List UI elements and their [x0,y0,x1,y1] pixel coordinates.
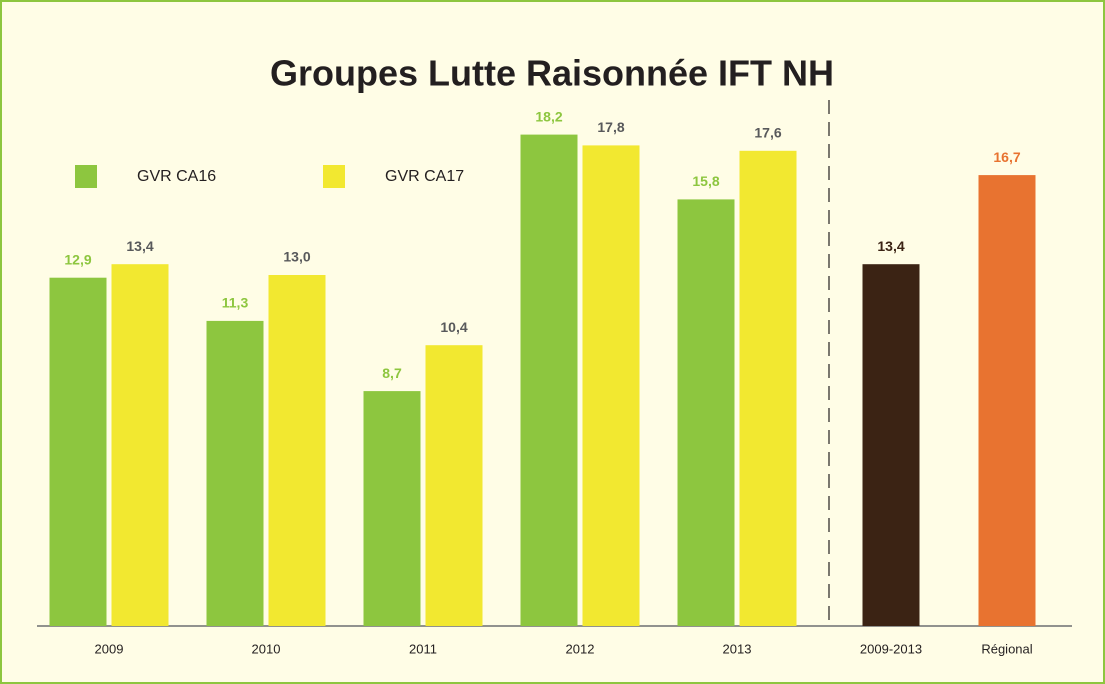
value-label: 10,4 [440,319,467,335]
value-label: 16,7 [993,149,1020,165]
bar [862,264,920,626]
bar [111,264,169,626]
value-label: 13,4 [877,238,904,254]
value-label: 18,2 [535,108,562,124]
bar [677,199,735,626]
bar [520,134,578,626]
x-tick-label: 2010 [252,641,281,656]
legend-swatch [323,165,345,188]
value-label: 8,7 [382,365,402,381]
value-label: 17,8 [597,119,624,135]
x-tick-label: 2009 [95,641,124,656]
bar [425,345,483,626]
legend-label: GVR CA16 [137,168,216,185]
legend-label: GVR CA17 [385,168,464,185]
x-tick-label: 2009-2013 [860,641,922,656]
value-label: 13,4 [126,238,153,254]
bar [978,175,1036,626]
legend-swatch [75,165,97,188]
x-tick-label: 2011 [409,641,437,656]
value-label: 11,3 [222,295,249,311]
value-label: 13,0 [283,249,310,265]
bar [206,320,264,626]
bar [582,145,640,626]
value-label: 12,9 [64,251,91,267]
value-label: 17,6 [754,125,781,141]
x-tick-label: Régional [981,641,1032,656]
x-tick-label: 2013 [723,641,752,656]
value-label: 15,8 [692,173,719,189]
bar [49,277,107,626]
x-tick-label: 2012 [566,641,595,656]
chart-title: Groupes Lutte Raisonnée IFT NH [270,53,834,94]
bar [268,275,326,626]
bar [363,391,421,626]
bar [739,150,797,627]
